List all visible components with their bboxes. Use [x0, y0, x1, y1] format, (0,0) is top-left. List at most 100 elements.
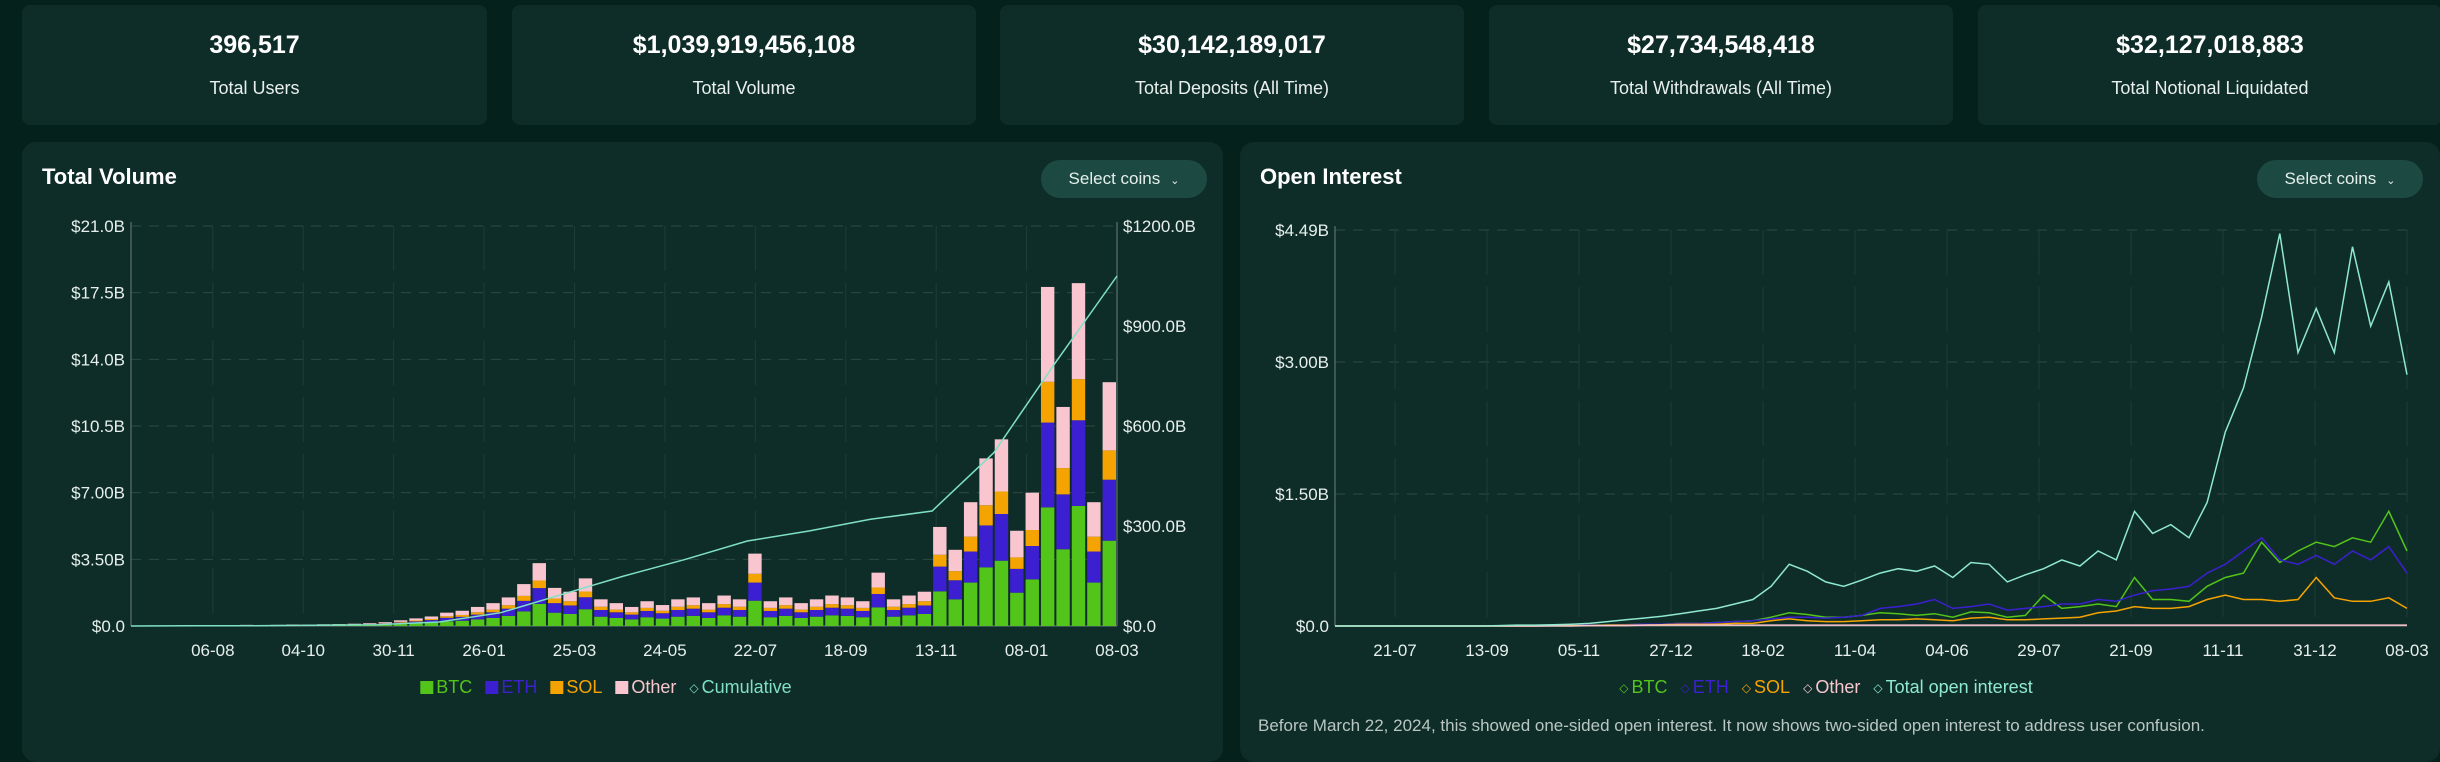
y-tick-label: $7.00B — [71, 484, 125, 503]
x-tick-label: 18-02 — [1741, 641, 1784, 660]
bar-other — [733, 599, 746, 606]
bar-eth — [949, 580, 962, 599]
bar-other — [425, 616, 438, 618]
x-tick-label: 04-06 — [1925, 641, 1968, 660]
legend-item-btc[interactable]: ◇ BTC — [1619, 677, 1667, 697]
bar-btc — [764, 617, 777, 626]
bar-sol — [918, 601, 931, 605]
bar-btc — [1087, 583, 1100, 626]
bar-btc — [1072, 506, 1085, 626]
bar-sol — [533, 580, 546, 588]
bar-sol — [579, 592, 592, 598]
legend-item-other[interactable]: ◇Other — [1803, 677, 1860, 697]
bar-btc — [517, 611, 530, 626]
bar-other — [409, 618, 422, 620]
bar-btc — [1103, 541, 1116, 626]
bar-other — [825, 596, 838, 605]
bar-sol — [563, 601, 576, 605]
bar-other — [502, 597, 515, 605]
bar-btc — [563, 614, 576, 626]
line-marker-icon: ◇ — [1619, 681, 1628, 695]
legend-item-total-open-interest[interactable]: ◇Total open interest — [1873, 677, 2032, 697]
y2-tick-label: $900.0B — [1123, 317, 1186, 336]
bar-btc — [779, 616, 792, 626]
legend-item-btc[interactable]: BTC — [420, 677, 472, 697]
bar-sol — [794, 610, 807, 613]
legend-item-cumulative[interactable]: ◇Cumulative — [689, 677, 791, 697]
bar-other — [594, 599, 607, 606]
legend-item-sol[interactable]: SOL — [550, 677, 602, 697]
line-marker-icon: ◇ — [1873, 681, 1882, 695]
bar-sol — [702, 610, 715, 613]
bar-other — [702, 603, 715, 609]
x-tick-label: 04-10 — [282, 641, 325, 660]
x-tick-label: 08-03 — [1095, 641, 1138, 660]
total-volume-chart: $0.0$3.50B$7.00B$10.5B$14.0B$17.5B$21.0B… — [22, 142, 1223, 762]
bar-sol — [671, 607, 684, 610]
bar-btc — [579, 609, 592, 626]
y2-tick-label: $600.0B — [1123, 417, 1186, 436]
bar-btc — [687, 616, 700, 626]
bar-other — [687, 597, 700, 605]
bar-sol — [394, 622, 407, 623]
bar-eth — [779, 609, 792, 616]
legend-label: SOL — [1754, 677, 1790, 697]
bar-eth — [872, 594, 885, 607]
bar-other — [949, 550, 962, 571]
bar-sol — [872, 588, 885, 594]
bar-eth — [1026, 546, 1039, 579]
bar-btc — [872, 607, 885, 626]
bar-btc — [1041, 507, 1054, 626]
legend-item-sol[interactable]: ◇SOL — [1742, 677, 1790, 697]
bar-sol — [656, 611, 669, 613]
line-sol — [1335, 578, 2407, 627]
bar-eth — [918, 605, 931, 614]
chart-legend: ◇BTC ◇ETH ◇SOL ◇Other ◇Total open intere… — [1619, 677, 2040, 698]
bar-other — [656, 605, 669, 611]
bar-sol — [995, 492, 1008, 514]
bar-other — [918, 592, 931, 602]
bar-eth — [579, 597, 592, 609]
bar-sol — [1010, 557, 1023, 568]
bar-btc — [1026, 579, 1039, 626]
bar-sol — [502, 605, 515, 608]
bar-btc — [471, 619, 484, 626]
line-marker-icon: ◇ — [689, 681, 698, 695]
bar-btc — [610, 618, 623, 626]
x-tick-label: 06-08 — [191, 641, 234, 660]
select-coins-button[interactable]: Select coins⌄ — [2257, 160, 2423, 198]
bar-btc — [918, 614, 931, 626]
legend-item-eth[interactable]: ETH — [485, 677, 537, 697]
bar-btc — [964, 583, 977, 626]
bar-sol — [764, 608, 777, 611]
bar-sol — [887, 607, 900, 610]
bar-btc — [733, 617, 746, 626]
legend-label: Other — [631, 677, 676, 697]
bar-other — [640, 601, 653, 608]
legend-item-eth[interactable]: ◇ETH — [1681, 677, 1729, 697]
bar-other — [1010, 531, 1023, 558]
bar-eth — [1041, 423, 1054, 508]
stat-value: $1,039,919,456,108 — [512, 31, 976, 60]
x-tick-label: 18-09 — [824, 641, 867, 660]
bar-sol — [548, 599, 561, 604]
total-volume-panel: $0.0$3.50B$7.00B$10.5B$14.0B$17.5B$21.0B… — [22, 142, 1223, 762]
bar-sol — [902, 604, 915, 608]
bar-sol — [933, 555, 946, 567]
y-tick-label: $3.00B — [1275, 353, 1329, 372]
bar-eth — [995, 514, 1008, 561]
bar-sol — [1026, 530, 1039, 546]
bar-eth — [856, 611, 869, 617]
x-tick-label: 08-03 — [2385, 641, 2428, 660]
x-tick-label: 31-12 — [2293, 641, 2336, 660]
bar-btc — [902, 615, 915, 626]
bar-eth — [640, 611, 653, 617]
bar-other — [671, 599, 684, 606]
legend-item-other[interactable]: Other — [615, 677, 676, 697]
select-coins-button[interactable]: Select coins⌄ — [1041, 160, 1207, 198]
legend-label: BTC — [1632, 677, 1668, 697]
stat-card-total-liquidated: $32,127,018,883 Total Notional Liquidate… — [1978, 5, 2440, 125]
bar-eth — [764, 611, 777, 617]
